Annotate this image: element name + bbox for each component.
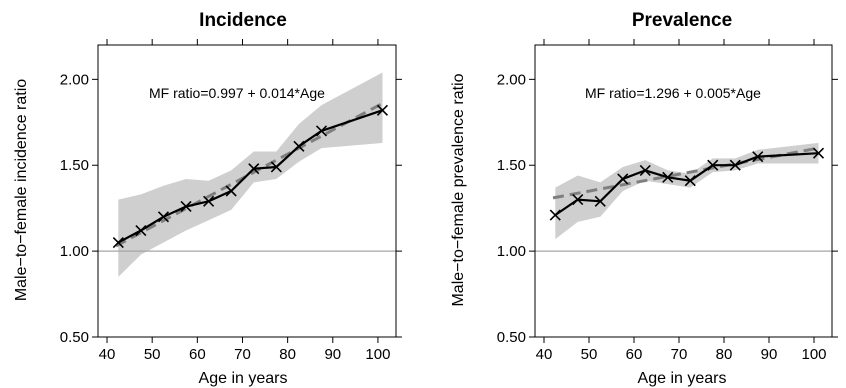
- prevalence-data-point: [729, 159, 741, 171]
- incidence-x-tick-label: 90: [324, 346, 341, 363]
- prevalence-x-tick-label: 50: [581, 346, 598, 363]
- prevalence-plot-area: 40 50 60 70 80 90 100 0.50 1.00 1.50 2.00: [497, 39, 838, 363]
- prevalence-y-tick-label: 2.00: [497, 71, 526, 88]
- prevalence-x-tick-label: 60: [626, 346, 643, 363]
- incidence-y-axis-label: Male−to−female incidence ratio: [13, 79, 30, 301]
- prevalence-y-tick-label: 1.50: [497, 157, 526, 174]
- incidence-data-point: [157, 211, 170, 223]
- incidence-regression-annotation: MF ratio=0.997 + 0.014*Age: [149, 85, 325, 101]
- prevalence-plot-frame: [534, 44, 833, 338]
- incidence-x-tick-label: 60: [189, 346, 206, 363]
- incidence-y-tick-label: 1.00: [60, 243, 89, 260]
- incidence-y-tick-label: 1.50: [60, 157, 89, 174]
- incidence-data-point: [112, 236, 124, 249]
- prevalence-data-point: [662, 171, 674, 183]
- prevalence-x-tick-label: 80: [716, 346, 733, 363]
- prevalence-data-point: [617, 173, 629, 185]
- incidence-data-point: [135, 224, 147, 237]
- prevalence-y-tick-label: 1.00: [497, 243, 526, 260]
- prevalence-panel: Prevalence Male−to−female prevalence rat…: [450, 10, 838, 387]
- prevalence-y-tick-label: 0.50: [497, 329, 526, 346]
- prevalence-x-tick-label: 100: [801, 346, 826, 363]
- prevalence-data-point: [639, 164, 651, 176]
- incidence-x-tick-label: 80: [279, 346, 296, 363]
- incidence-panel: Incidence Male−to−female incidence ratio…: [13, 10, 402, 387]
- incidence-data-point: [225, 185, 237, 197]
- prevalence-data-point: [684, 175, 696, 187]
- incidence-data-point: [270, 161, 282, 173]
- incidence-x-tick-label: 70: [234, 346, 251, 363]
- prevalence-x-axis-label: Age in years: [638, 370, 727, 387]
- prevalence-y-axis-label: Male−to−female prevalence ratio: [450, 73, 467, 306]
- incidence-plot-area: 40 50 60 70 80 90 100 0.50 1.00 1.50 2.00: [60, 39, 402, 363]
- incidence-data-point: [248, 163, 260, 175]
- incidence-y-tick-label: 2.00: [60, 71, 89, 88]
- prevalence-x-tick-label: 40: [536, 346, 553, 363]
- incidence-data-point: [180, 200, 192, 213]
- incidence-plot-frame: [97, 44, 397, 338]
- incidence-x-tick-label: 50: [144, 346, 161, 363]
- prevalence-regression-annotation: MF ratio=1.296 + 0.005*Age: [585, 85, 761, 101]
- incidence-x-axis-label: Age in years: [199, 370, 288, 387]
- incidence-title: Incidence: [199, 10, 287, 31]
- prevalence-data-point: [572, 194, 584, 206]
- prevalence-x-tick-label: 90: [761, 346, 778, 363]
- incidence-x-tick-label: 100: [365, 346, 390, 363]
- incidence-confidence-band: [118, 72, 383, 277]
- incidence-data-point: [293, 140, 305, 152]
- incidence-y-tick-label: 0.50: [60, 329, 89, 346]
- incidence-x-tick-label: 40: [99, 346, 116, 363]
- prevalence-data-point: [707, 159, 719, 171]
- incidence-data-point: [203, 195, 215, 207]
- incidence-data-point: [376, 104, 389, 116]
- incidence-data-point: [315, 125, 328, 137]
- prevalence-title: Prevalence: [632, 10, 732, 31]
- prevalence-data-point: [752, 151, 764, 163]
- prevalence-data-point: [594, 195, 606, 207]
- prevalence-data-point: [549, 209, 561, 221]
- prevalence-data-point: [812, 147, 825, 159]
- prevalence-x-tick-label: 70: [671, 346, 688, 363]
